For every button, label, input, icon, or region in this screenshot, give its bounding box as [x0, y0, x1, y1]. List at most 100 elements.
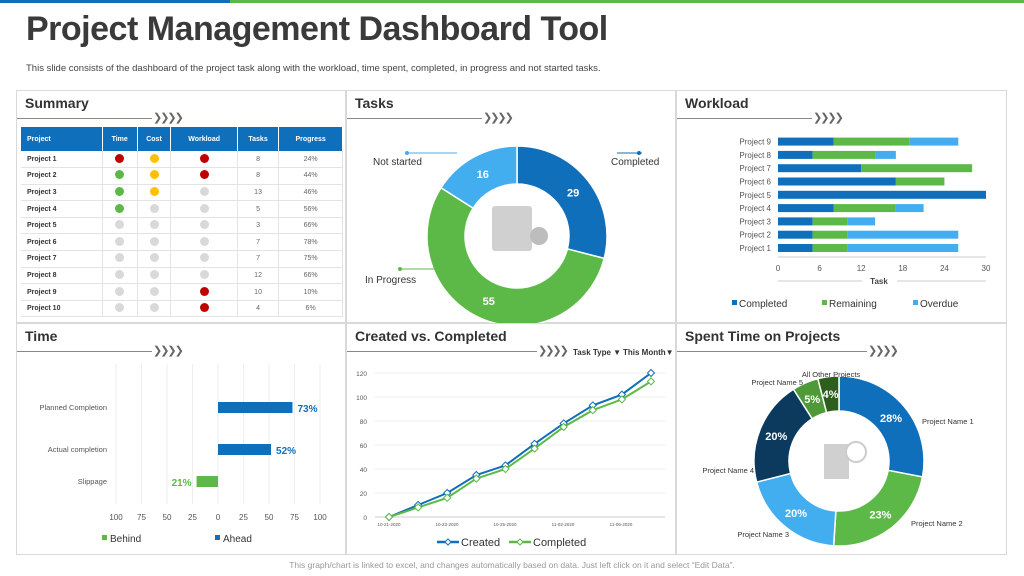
label-not-started: Not started: [373, 157, 422, 168]
y-tick-label: 0: [363, 515, 367, 522]
bar-remaining: [812, 150, 876, 159]
x-tick-label: 75: [290, 513, 299, 522]
time-status-dot: [115, 269, 125, 279]
created-completed-line-chart: 0 20 40 60 80 100 120 10-21-2020 10-23-2020 10-25…: [356, 368, 665, 549]
workload-panel: Workload ❯❯❯❯ Project 1 Project 2 Project …: [676, 90, 1007, 323]
project-name: Project 4: [21, 200, 103, 218]
time-cell: [102, 200, 138, 218]
slice-name-label: Project Name 4: [702, 466, 754, 475]
cost-cell: [137, 167, 172, 185]
timesheet-icon: [824, 444, 849, 479]
series-line-completed: [388, 380, 652, 518]
x-tick-label: 10-21-2020: [377, 522, 401, 527]
x-tick-label: 6: [817, 264, 822, 273]
summary-panel: Summary ❯❯❯❯ Project Time Cost Workload Task…: [16, 90, 346, 323]
time-cell: [102, 217, 138, 235]
y-tick-label: 40: [360, 467, 368, 474]
x-tick-label: 25: [188, 513, 197, 522]
data-point-completed: [443, 493, 452, 503]
table-row: Project 8 12 66%: [21, 267, 343, 285]
table-row: Project 2 8 44%: [21, 167, 343, 185]
bar-completed: [778, 190, 986, 199]
bar-remaining: [861, 164, 973, 173]
cost-cell: [137, 250, 172, 268]
time-status-dot: [115, 153, 125, 163]
slice-data-label: 20%: [765, 431, 787, 443]
divider: [677, 351, 867, 352]
x-tick-label: 50: [163, 513, 172, 522]
project-name: Project 9: [21, 283, 103, 301]
donut-slice-project-2: [832, 469, 924, 547]
progress-cell: 10%: [278, 283, 343, 301]
slice-name-label: Project Name 5: [751, 378, 803, 387]
clock-icon: [845, 441, 867, 463]
donut-slice-completed: [516, 145, 608, 260]
divider: [347, 118, 482, 119]
tasks-cell: 7: [237, 250, 280, 268]
leader-dot: [405, 151, 409, 155]
bar-overdue: [847, 217, 876, 226]
time-panel: Time ❯❯❯❯ Planned Completion 73% Actual co…: [16, 323, 346, 555]
series-line-created: [388, 372, 652, 518]
panel-title: Time: [25, 328, 58, 344]
slice-data-label: 5%: [804, 394, 820, 406]
legend-marker: [516, 538, 524, 546]
category-label: Project 1: [739, 244, 771, 253]
divider: [17, 118, 152, 119]
table-row: Project 6 7 78%: [21, 233, 343, 252]
tasks-cell: 12: [237, 267, 280, 285]
bar-completed: [778, 164, 862, 173]
workload-status-dot: [199, 286, 209, 296]
project-name: Project 10: [21, 300, 103, 318]
workload-cell: [170, 233, 238, 252]
workload-cell: [170, 217, 238, 235]
legend-swatch: [732, 300, 737, 305]
x-tick-label: 10-23-2020: [435, 522, 459, 527]
data-point-completed: [530, 444, 539, 453]
donut-slice-in-progress: [426, 186, 606, 324]
time-status-dot: [115, 253, 125, 263]
bar-completed: [778, 204, 834, 213]
summary-table: Project Time Cost Workload Tasks Progress Proj…: [21, 127, 343, 318]
data-label: 21%: [172, 478, 192, 489]
table-row: Project 4 5 56%: [21, 200, 343, 218]
donut-slice-not-started: [439, 145, 518, 210]
table-row: Project 5 3 66%: [21, 217, 343, 235]
tasks-cell: 10: [237, 283, 280, 301]
legend-swatch: [102, 535, 107, 540]
footer-note: This graph/chart is linked to excel, and…: [289, 560, 735, 570]
category-label: Project 8: [739, 151, 771, 160]
cost-cell: [137, 184, 172, 202]
x-tick-label: 75: [137, 513, 146, 522]
cost-status-dot: [149, 236, 159, 246]
data-point-completed: [472, 474, 481, 483]
legend-label-ahead: Ahead: [223, 534, 252, 545]
progress-cell: 66%: [278, 267, 343, 285]
x-tick-label: 100: [313, 513, 327, 522]
workload-bar-chart: Project 1 Project 2 Project 3 Project 4 Proj…: [732, 137, 991, 310]
slice-data-label: 28%: [880, 413, 902, 425]
this-month-dropdown[interactable]: This Month▼: [623, 348, 674, 357]
task-type-dropdown[interactable]: Task Type ▼: [573, 348, 622, 357]
cost-status-dot: [149, 203, 159, 213]
x-tick-label: 100: [109, 513, 123, 522]
data-label: 52%: [276, 446, 296, 457]
legend-label-overdue: Overdue: [920, 299, 959, 310]
slice-data-label: 20%: [785, 508, 807, 520]
progress-cell: 44%: [278, 167, 343, 185]
leader-dot: [398, 267, 402, 271]
divider: [17, 351, 152, 352]
x-axis-title: Task: [870, 277, 888, 286]
workload-status-dot: [199, 253, 209, 263]
data-point-completed: [617, 395, 627, 404]
cost-status-dot: [149, 220, 159, 230]
workload-cell: [170, 250, 238, 268]
progress-cell: 66%: [278, 217, 343, 235]
label-in-progress: In Progress: [365, 275, 416, 286]
panel-title: Tasks: [355, 95, 394, 111]
legend-label-completed: Completed: [739, 299, 787, 310]
panel-title: Spent Time on Projects: [685, 328, 841, 344]
tasks-cell: 8: [237, 167, 280, 185]
slice-data-label: 55: [483, 296, 495, 308]
top-accent-blue: [0, 0, 230, 3]
